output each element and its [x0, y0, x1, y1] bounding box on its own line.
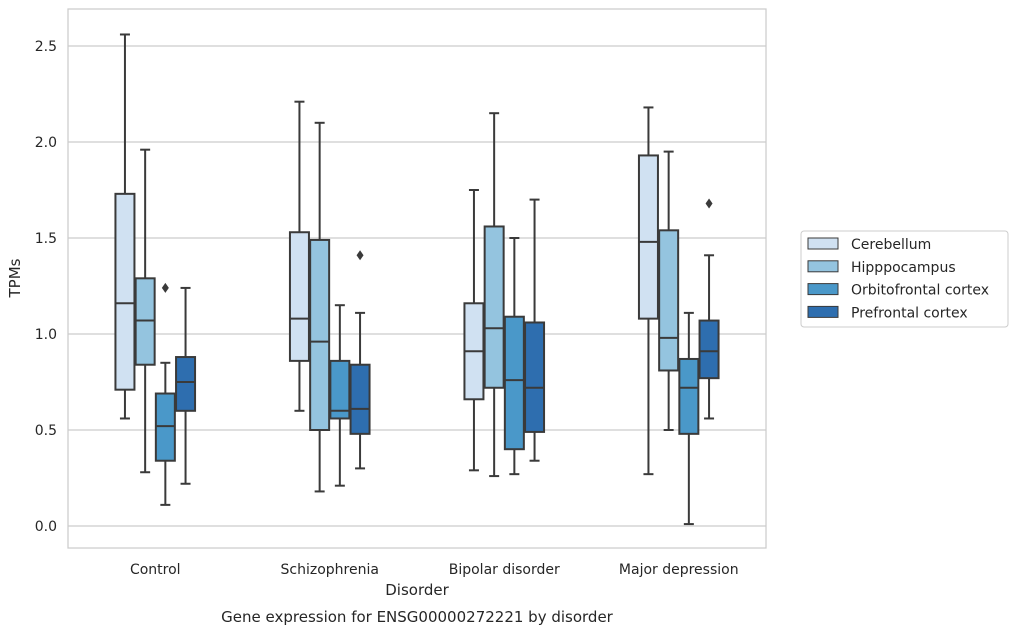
y-axis-label: TPMs [6, 258, 24, 298]
box-iqr [483, 225, 505, 389]
box-iqr [524, 321, 546, 433]
y-tick-label: 2.5 [35, 39, 57, 55]
box-prefrontal-cortex [524, 198, 546, 462]
box-hipppocampus [658, 150, 680, 431]
legend-label: Orbitofrontal cortex [851, 283, 989, 299]
box-iqr [114, 192, 136, 391]
x-tick-label: Major depression [619, 562, 739, 578]
box-iqr [637, 154, 659, 320]
outlier-marker [705, 198, 713, 209]
y-tick-label: 0.0 [35, 519, 57, 535]
outlier-marker [161, 282, 169, 293]
box-iqr [349, 363, 371, 435]
legend-frame [800, 230, 1009, 328]
chart-caption: Gene expression for ENSG00000272221 by d… [221, 608, 614, 626]
box-hipppocampus [134, 148, 156, 474]
legend-swatch [807, 260, 839, 273]
box-iqr [175, 356, 197, 412]
box-iqr [288, 231, 310, 362]
box-iqr [503, 315, 525, 451]
legend-swatch [807, 305, 839, 318]
y-tick-label: 1.5 [35, 231, 57, 247]
box-cerebellum [463, 189, 485, 472]
box-iqr [698, 319, 720, 380]
x-axis-label: Disorder [385, 581, 449, 599]
y-tick-label: 1.0 [35, 327, 57, 343]
box-iqr [678, 357, 700, 435]
box-prefrontal-cortex [175, 286, 197, 485]
outlier-marker [356, 250, 364, 261]
x-tick-label: Control [130, 562, 181, 578]
box-prefrontal-cortex [349, 250, 371, 470]
legend-label: Hipppocampus [851, 260, 956, 276]
x-tick-label: Bipolar disorder [449, 562, 560, 578]
box-hipppocampus [483, 112, 505, 478]
box-hipppocampus [309, 121, 331, 493]
y-tick-label: 0.5 [35, 423, 57, 439]
x-tick-label: Schizophrenia [281, 562, 379, 578]
box-cerebellum [637, 106, 659, 476]
plot-area-frame [67, 8, 767, 549]
y-tick-label: 2.0 [35, 135, 57, 151]
legend-swatch [807, 237, 839, 250]
box-cerebellum [288, 100, 310, 412]
legend-swatch [807, 283, 839, 296]
box-prefrontal-cortex [698, 198, 720, 420]
box-orbitofrontal-cortex [678, 311, 700, 526]
box-iqr [658, 229, 680, 372]
box-orbitofrontal-cortex [503, 237, 525, 476]
box-cerebellum [114, 33, 136, 420]
box-iqr [309, 238, 331, 431]
legend: Cerebellum Hipppocampus Orbitofrontal cort… [800, 230, 1009, 328]
box-orbitofrontal-cortex [154, 282, 176, 506]
legend-label: Cerebellum [851, 237, 931, 253]
legend-label: Prefrontal cortex [851, 305, 968, 321]
box-iqr [329, 359, 351, 420]
box-orbitofrontal-cortex [329, 304, 351, 487]
